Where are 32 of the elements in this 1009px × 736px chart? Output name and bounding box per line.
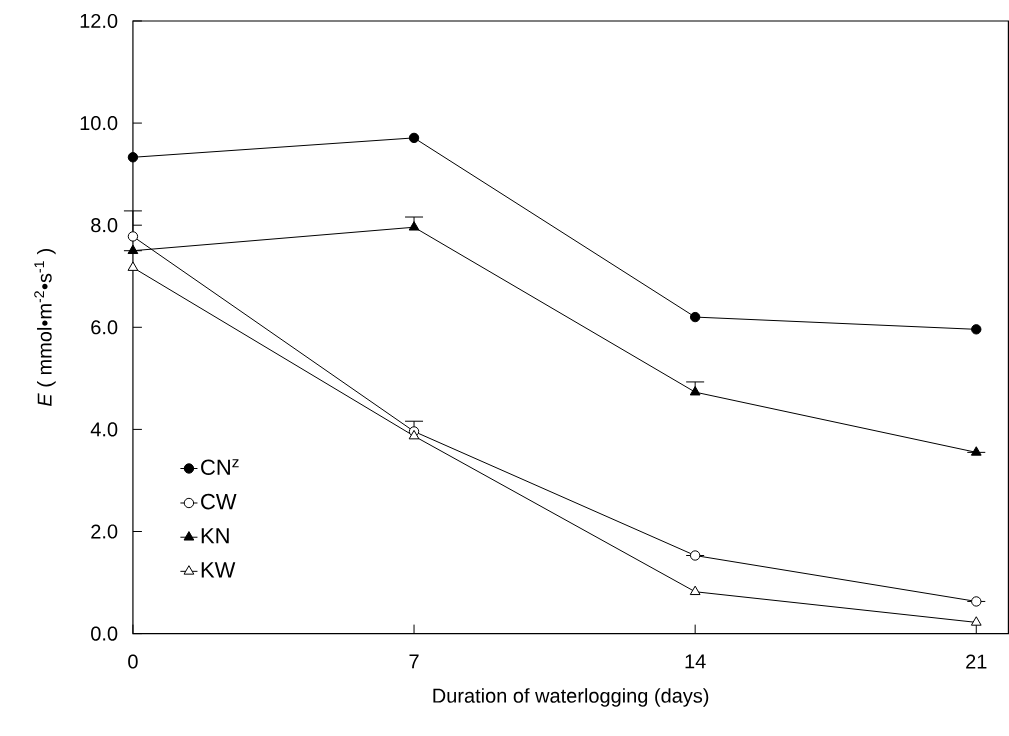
y-tick-label: 2.0 bbox=[91, 524, 118, 539]
y-axis-title: E ( mmol•m$^{-2}$•s$^{-1}$ ) bbox=[34, 249, 56, 407]
point bbox=[408, 430, 420, 440]
point bbox=[689, 312, 701, 323]
y-tick-label: 10.0 bbox=[80, 116, 118, 131]
y-tick-label: 12.0 bbox=[80, 14, 118, 29]
y-tick-label: 6.0 bbox=[91, 320, 118, 335]
point bbox=[127, 261, 139, 272]
legend-label: CN$^{z}$ bbox=[201, 459, 239, 476]
point bbox=[971, 324, 982, 335]
point bbox=[971, 596, 982, 607]
x-tick-label: 14 bbox=[685, 654, 706, 669]
x-tick-label: 7 bbox=[409, 654, 419, 669]
point bbox=[408, 132, 420, 144]
point bbox=[408, 221, 420, 231]
point bbox=[689, 550, 701, 561]
point bbox=[127, 231, 139, 242]
x-axis-title: Duration of waterlogging (days) bbox=[433, 688, 709, 707]
y-tick-label: 4.0 bbox=[90, 422, 118, 437]
x-tick-label: 21 bbox=[966, 654, 987, 669]
point bbox=[127, 244, 139, 255]
point bbox=[689, 386, 701, 396]
y-tick-label: 0.0 bbox=[91, 626, 118, 641]
x-tick-label: 0 bbox=[128, 654, 138, 669]
point bbox=[689, 585, 701, 596]
legend-label: KW bbox=[201, 562, 236, 578]
point bbox=[970, 616, 982, 626]
legend-label: KN bbox=[201, 528, 229, 544]
point bbox=[127, 152, 139, 163]
legend-label: CW bbox=[201, 494, 237, 510]
point bbox=[970, 446, 982, 456]
y-tick-label: 8.0 bbox=[91, 218, 118, 233]
